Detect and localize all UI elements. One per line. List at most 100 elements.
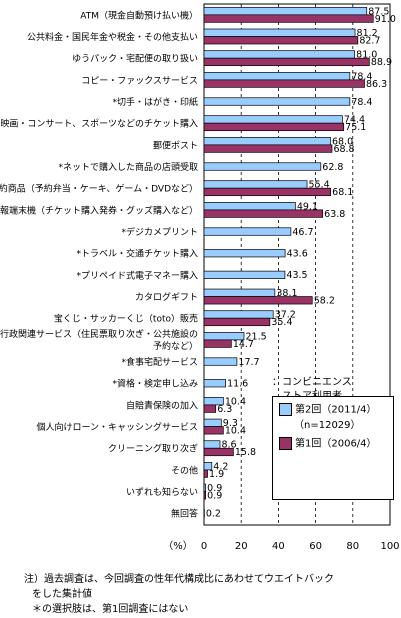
bar-series1: [203, 71, 351, 81]
data-label: 55.4: [309, 180, 330, 191]
legend-swatch-series2: [279, 437, 292, 450]
data-label: 21.5: [245, 331, 266, 342]
data-label: 15.8: [235, 447, 256, 458]
data-label: 62.8: [322, 162, 343, 173]
bar-series2: [203, 404, 217, 413]
x-tick-label: 60: [309, 541, 322, 552]
category-label: ATM（現金自動預け払い機）: [80, 9, 198, 21]
x-tick-label: 20: [235, 541, 248, 552]
data-label: 86.3: [366, 79, 387, 90]
bar-series1: [203, 28, 356, 37]
category-label: *プリペイド式電子マネー購入: [76, 269, 198, 281]
category-label: 無回答: [171, 508, 198, 520]
plot-frame: [203, 3, 391, 526]
category-label: 情報端末機（チケット購入発券・グッズ購入など）: [0, 204, 198, 216]
category-label: *トラベル・交通チケット購入: [76, 248, 198, 260]
bar-series1: [203, 6, 368, 16]
data-label: 75.1: [345, 122, 366, 133]
data-label: 81.2: [357, 28, 378, 39]
category-label: いずれも知らない: [126, 486, 198, 498]
legend: 第2回（2011/4） （n=12029） 第1回（2006/4）: [272, 396, 394, 500]
bar-series1: [203, 357, 238, 366]
data-label: 11.6: [227, 378, 248, 389]
category-label: 予約など）: [153, 340, 198, 352]
x-axis-label: （%）: [163, 540, 193, 552]
category-label: クリーニング取り次ぎ: [108, 443, 198, 455]
bar-series2: [203, 36, 359, 45]
legend-label-series1: 第2回（2011/4）: [295, 404, 377, 416]
category-label: ゆうパック・宅配便の取り扱い: [72, 53, 198, 65]
data-label: 0.9: [207, 491, 222, 502]
bar-series2: [203, 209, 324, 218]
bar-series1: [203, 202, 296, 211]
category-label: *ネットで購入した商品の店頭受取: [58, 161, 198, 173]
data-label: 87.5: [368, 6, 389, 17]
data-label: 68.1: [332, 187, 353, 198]
bar-series1: [203, 483, 207, 492]
data-label: 49.1: [297, 201, 318, 212]
category-label: コピー・ファックスサービス: [81, 75, 198, 86]
x-tick-label: 80: [346, 541, 359, 552]
bar-series2: [203, 317, 271, 327]
data-label: 10.4: [225, 396, 246, 407]
data-label: 8.6: [221, 440, 236, 451]
x-tick-label: 0: [201, 541, 207, 552]
data-label: 4.2: [213, 461, 228, 472]
category-label: 宝くじ・サッカーくじ（toto）販売: [54, 313, 198, 325]
data-label: 35.4: [271, 317, 292, 328]
bar-series2: [203, 491, 207, 500]
bar-series1: [203, 270, 286, 279]
data-label: 14.7: [233, 339, 254, 350]
bar-series1: [203, 97, 351, 106]
category-label: 行政関連サービス（住民票取り次ぎ・公共施設の: [0, 328, 198, 340]
bar-chart: 0 20 40 60 80 100 （%） ATM（現金自動預け払い機） 87.591.0 公共料…: [0, 3, 400, 552]
category-label: 郵便ポスト: [153, 139, 198, 151]
data-label: 81.0: [356, 50, 377, 61]
legend-sample-size: （n=12029）: [294, 420, 361, 431]
data-label: 68.0: [332, 136, 353, 147]
note-line-3: ＊の選択肢は、第1回調査にはない: [32, 604, 189, 615]
data-label: 10.4: [225, 426, 246, 437]
note-line-1: 注）過去調査は、今回調査の性年代構成比にあわせてウエイトバック: [24, 574, 334, 585]
legend-entry-series1: 第2回（2011/4）: [279, 403, 377, 417]
data-label: 82.7: [359, 36, 380, 47]
data-label: 43.6: [287, 248, 308, 259]
data-label: 37.2: [275, 310, 296, 321]
data-label: 68.8: [333, 144, 354, 155]
legend-swatch-series1: [279, 403, 292, 416]
data-label: 88.9: [371, 57, 392, 68]
data-label: 38.1: [276, 288, 297, 299]
data-label: 63.8: [324, 209, 345, 220]
bar-series2: [203, 339, 232, 348]
category-label: その他: [171, 464, 198, 476]
bar-series1: [203, 180, 308, 189]
bar-series1: [203, 227, 292, 236]
bar-series1: [203, 288, 276, 297]
bar-series2: [203, 426, 224, 435]
bar-series2: [203, 469, 208, 478]
bar-series2: [203, 187, 332, 197]
category-label: 映画・コンサート、スポーツなどのチケット購入: [0, 118, 198, 130]
bar-series1: [203, 162, 322, 171]
data-label: 6.3: [217, 404, 232, 415]
bar-series1: [203, 440, 221, 449]
category-label: 自賠責保険の加入: [126, 399, 198, 411]
data-label: 9.3: [223, 418, 238, 429]
data-label: 46.7: [292, 227, 313, 238]
x-tick-label: 100: [380, 541, 399, 552]
bar-series2: [203, 296, 313, 305]
category-label: *切手・はがき・印紙: [112, 96, 198, 108]
bar-series2: [203, 14, 374, 23]
bar-series1: [203, 462, 213, 471]
bar-series2: [203, 144, 333, 153]
category-label: 予約商品（予約弁当・ケーキ、ゲーム・DVDなど）: [0, 183, 198, 195]
x-tick-label: 40: [272, 541, 285, 552]
category-label: *食事宅配サービス: [121, 356, 198, 368]
bar-series1: [203, 50, 356, 59]
category-label: *デジカメプリント: [121, 226, 198, 238]
data-label: 78.4: [351, 97, 372, 108]
bar-series2: [203, 79, 365, 88]
data-label: 43.5: [286, 270, 307, 281]
bar-series2: [203, 57, 370, 67]
data-label: 17.7: [238, 357, 259, 368]
